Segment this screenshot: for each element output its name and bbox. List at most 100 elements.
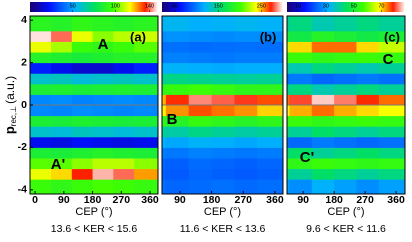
heatmap-cell — [30, 136, 52, 148]
heatmap-cell — [113, 83, 135, 95]
heatmap-cell — [165, 105, 190, 117]
heatmap-cell — [134, 83, 158, 95]
y-tick-label: -2 — [18, 141, 27, 153]
heatmap-cell — [356, 105, 380, 117]
heatmap-cell — [30, 30, 52, 42]
heatmap-cell — [134, 115, 158, 127]
heatmap-cell — [113, 62, 135, 74]
x-tick-label: 180 — [325, 194, 343, 206]
heatmap-cell — [162, 94, 167, 106]
heatmap-cell — [257, 105, 283, 117]
heatmap-cell — [188, 115, 213, 127]
heatmap-cell — [51, 115, 73, 127]
x-axis-label: CEP (°) — [204, 206, 241, 218]
heatmap-cell — [113, 30, 135, 42]
heatmap-cell — [378, 16, 405, 32]
heatmap-cell — [71, 157, 94, 170]
heatmap-cell — [188, 157, 213, 170]
heatmap-cell — [287, 30, 290, 42]
heatmap-cell — [30, 62, 52, 74]
heatmap-cell — [234, 83, 258, 95]
panel-frame — [161, 15, 284, 195]
heatmap-cell — [311, 179, 335, 194]
x-tick-label: 90 — [174, 194, 186, 206]
heatmap-cell — [289, 126, 313, 138]
y-axis-label: prec,⊥ (a.u.) — [2, 76, 18, 134]
heatmap-cell — [257, 94, 283, 106]
heatmap-cell — [162, 83, 167, 95]
heatmap-cell — [71, 168, 94, 180]
heatmap-cell — [165, 30, 190, 42]
heatmap-cell — [257, 147, 283, 159]
heatmap-cell — [30, 94, 52, 106]
heatmap-cell — [334, 115, 357, 127]
heatmap-cell — [51, 30, 73, 42]
heatmap-cell — [71, 136, 94, 148]
heatmap-cell — [234, 105, 258, 117]
heatmap-cell — [211, 126, 235, 138]
heatmap-cell — [30, 52, 52, 64]
heatmap-cell — [378, 147, 405, 159]
heatmap-cell — [356, 52, 380, 64]
colorbar-tick-label: 50 — [70, 3, 76, 9]
heatmap-cell — [113, 94, 135, 106]
heatmap-cell — [165, 62, 190, 74]
heatmap-cell — [113, 179, 135, 194]
heatmap-cell — [71, 179, 94, 194]
heatmap-cell — [30, 147, 52, 159]
heatmap-cell — [289, 115, 313, 127]
y-tick-label: 0 — [21, 99, 27, 111]
heatmap-cell — [378, 157, 405, 170]
heatmap-cell — [162, 147, 167, 159]
heatmap-cell — [257, 83, 283, 95]
annotation: A' — [51, 156, 65, 173]
heatmap-cell — [311, 30, 335, 42]
colorbar-tick-label: 70 — [378, 3, 384, 9]
heatmap-cell — [30, 115, 52, 127]
heatmap-cell — [51, 73, 73, 85]
heatmap-cell — [234, 179, 258, 194]
heatmap-cell — [311, 62, 335, 74]
heatmap-cell — [289, 62, 313, 74]
heatmap-cell — [162, 16, 167, 32]
heatmap-cell — [234, 62, 258, 74]
heatmap-cell — [30, 179, 52, 194]
x-tick-label: 0 — [32, 194, 38, 206]
x-tick-label: 360 — [266, 194, 284, 206]
heatmap-cell — [211, 62, 235, 74]
heatmap-cell — [334, 41, 357, 53]
heatmap-cell — [162, 179, 167, 194]
heatmap-cell — [211, 168, 235, 180]
heatmap-cell — [311, 168, 335, 180]
heatmap-cell — [71, 73, 94, 85]
heatmap-cell — [51, 136, 73, 148]
heatmap-cell — [162, 105, 167, 117]
heatmap-cell — [162, 115, 167, 127]
heatmap-cell — [257, 16, 283, 32]
heatmap-cell — [378, 73, 405, 85]
panel-frame — [286, 15, 406, 195]
annotation: C' — [300, 149, 314, 166]
heatmap-cell — [289, 105, 313, 117]
heatmap-cell — [234, 30, 258, 42]
heatmap-cell — [234, 126, 258, 138]
heatmap-cell — [356, 179, 380, 194]
heatmap-cell — [287, 105, 290, 117]
heatmap-cell — [257, 62, 283, 74]
heatmap-cell — [287, 168, 290, 180]
heatmap-cell — [92, 62, 114, 74]
heatmap-cell — [71, 30, 94, 42]
heatmap-cell — [165, 73, 190, 85]
colorbar — [162, 2, 283, 12]
heatmap-cell — [162, 62, 167, 74]
heatmap-cell — [92, 105, 114, 117]
heatmap-cell — [311, 126, 335, 138]
heatmap-cell — [30, 168, 52, 180]
heatmap-cell — [51, 62, 73, 74]
heatmap-cell — [287, 126, 290, 138]
heatmap-cell — [356, 126, 380, 138]
heatmap-cell — [113, 41, 135, 53]
heatmap-cell — [92, 168, 114, 180]
heatmap-cell — [378, 30, 405, 42]
heatmap-cell — [134, 41, 158, 53]
